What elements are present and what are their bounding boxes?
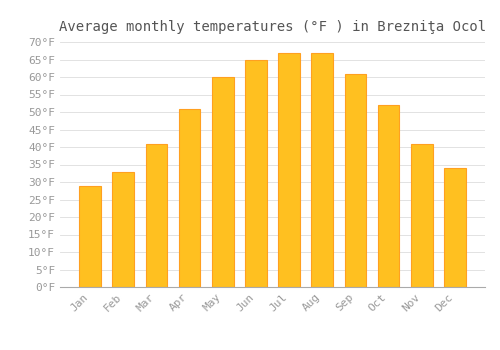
- Bar: [411, 144, 432, 287]
- Bar: [444, 168, 466, 287]
- Bar: [212, 77, 234, 287]
- Bar: [378, 105, 400, 287]
- Bar: [112, 172, 134, 287]
- Bar: [146, 144, 167, 287]
- Bar: [278, 52, 300, 287]
- Bar: [245, 60, 266, 287]
- Bar: [344, 74, 366, 287]
- Title: Average monthly temperatures (°F ) in Brezniţa Ocol: Average monthly temperatures (°F ) in Br…: [59, 20, 486, 34]
- Bar: [80, 186, 101, 287]
- Bar: [312, 52, 333, 287]
- Bar: [179, 108, 201, 287]
